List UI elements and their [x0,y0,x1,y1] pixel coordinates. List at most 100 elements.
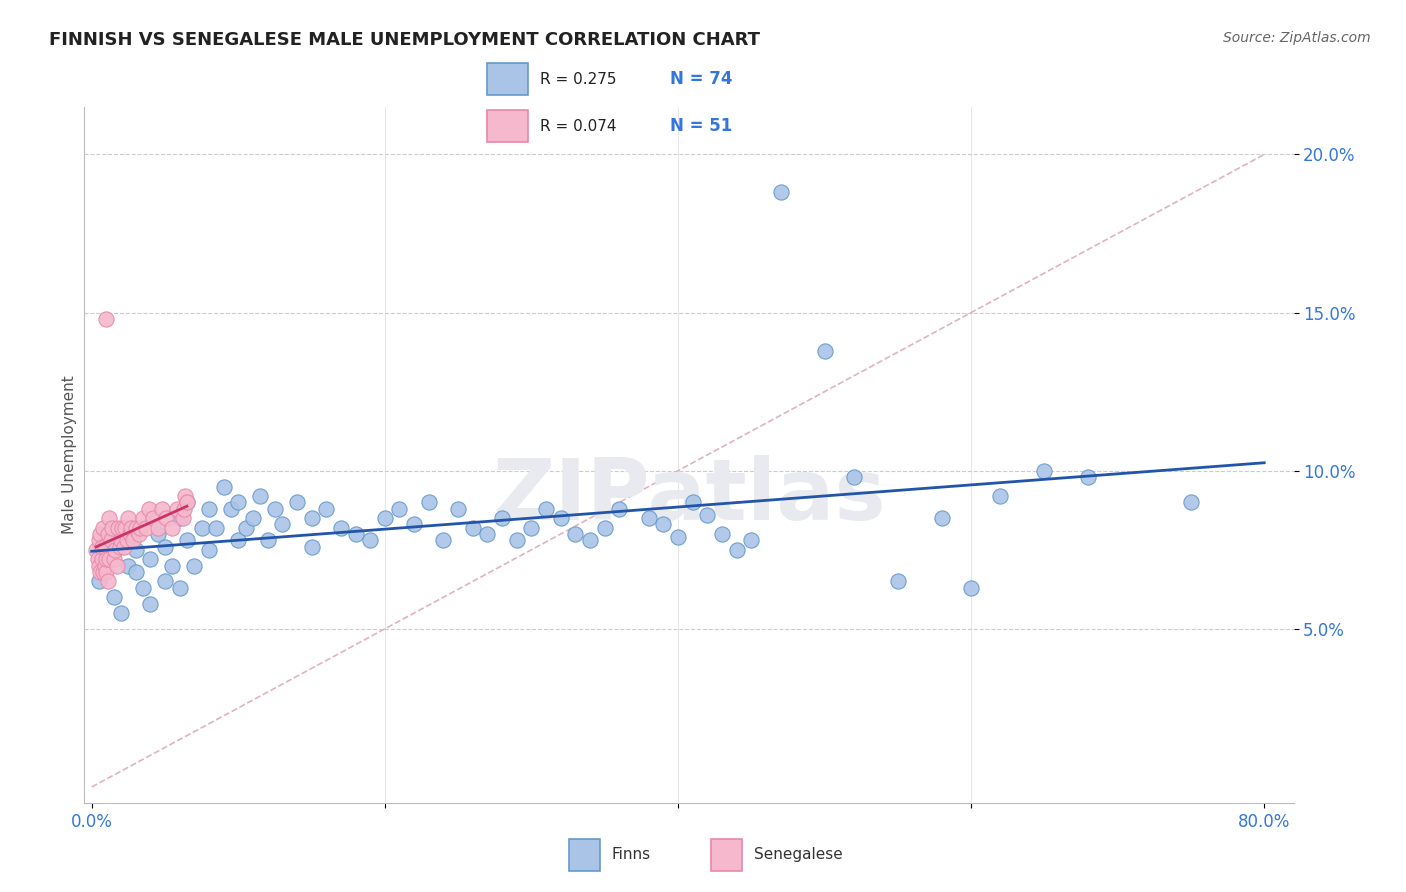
Point [183,558,205,573]
Point [107,521,129,535]
Text: R = 0.275: R = 0.275 [540,71,616,87]
Point [174,489,197,503]
Point [86,552,108,566]
Point [550,511,572,525]
Point [94,540,117,554]
Point [91,540,114,554]
Point [132,581,155,595]
Bar [568,839,599,871]
Point [96,312,118,326]
Point [87,574,110,589]
Point [219,501,242,516]
Point [666,530,689,544]
Point [637,511,659,525]
Point [696,508,718,522]
Point [117,558,139,573]
Point [89,565,111,579]
Point [124,542,146,557]
Point [94,558,117,573]
Point [418,495,440,509]
Point [226,495,249,509]
Point [87,558,110,573]
Point [132,511,155,525]
Point [169,581,191,595]
Point [176,533,198,548]
Point [1180,495,1202,509]
Text: ZIPatlas: ZIPatlas [492,455,886,538]
Point [155,511,177,525]
Point [198,542,221,557]
Point [146,521,169,535]
Point [124,521,146,535]
Point [301,511,323,525]
Point [198,501,221,516]
Point [97,574,120,589]
Point [242,511,264,525]
Point [432,533,454,548]
Point [166,501,188,516]
Point [388,501,411,516]
Point [176,495,198,509]
Bar [488,111,527,142]
Point [104,542,127,557]
Point [124,565,146,579]
Point [579,533,602,548]
Point [226,533,249,548]
Point [190,521,212,535]
Point [103,552,125,566]
Point [115,533,138,548]
Point [205,521,228,535]
Point [96,565,118,579]
Text: N = 74: N = 74 [669,70,733,88]
Point [359,533,381,548]
Point [813,343,835,358]
Bar [488,63,527,95]
Point [447,501,470,516]
Point [344,527,367,541]
Point [212,479,235,493]
Point [960,581,983,595]
Point [153,574,176,589]
Point [91,552,114,566]
Point [931,511,953,525]
Point [1077,470,1099,484]
Text: R = 0.074: R = 0.074 [540,119,616,134]
Text: Senegalese: Senegalese [754,847,844,862]
Point [710,527,733,541]
Point [990,489,1012,503]
Point [138,501,160,516]
Point [477,527,499,541]
Point [110,606,132,620]
Text: Source: ZipAtlas.com: Source: ZipAtlas.com [1223,31,1371,45]
Point [103,591,125,605]
Point [105,558,128,573]
Point [315,501,337,516]
Point [128,527,150,541]
Point [117,511,139,525]
Point [271,517,294,532]
Point [142,511,165,525]
Point [285,495,308,509]
Bar [711,839,742,871]
Point [506,533,529,548]
Point [146,527,169,541]
Point [607,501,630,516]
Point [769,186,792,200]
Point [121,533,143,548]
Point [682,495,704,509]
Point [98,511,121,525]
Point [129,521,152,535]
Text: Finns: Finns [612,847,651,862]
Text: N = 51: N = 51 [669,117,733,135]
Point [887,574,910,589]
Point [176,495,198,509]
Point [301,540,323,554]
Point [374,511,396,525]
Point [593,521,616,535]
Point [139,597,162,611]
Point [87,533,110,548]
Point [84,542,107,557]
Point [740,533,762,548]
Point [264,501,287,516]
Point [153,540,176,554]
